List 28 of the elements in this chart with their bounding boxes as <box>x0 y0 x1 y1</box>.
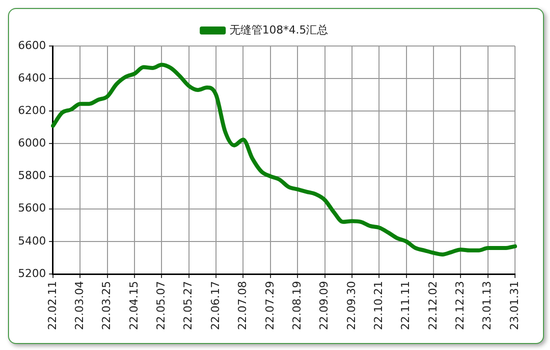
x-tick-label: 22.12.23 <box>454 281 467 330</box>
y-tick-label: 5800 <box>18 169 46 182</box>
x-tick-label: 23.01.13 <box>480 281 494 330</box>
y-tick-label: 5600 <box>18 202 46 215</box>
y-tick-label: 5200 <box>18 266 46 280</box>
x-tick-label: 22.07.29 <box>263 281 276 330</box>
x-tick-label: 22.07.08 <box>236 281 250 330</box>
x-tick-label: 22.06.17 <box>208 281 222 330</box>
x-tick-label: 22.04.15 <box>127 281 140 330</box>
x-tick-label: 22.03.25 <box>100 281 114 330</box>
x-tick-label: 22.11.11 <box>399 281 412 330</box>
y-tick-label: 5400 <box>18 234 46 248</box>
y-tick-label: 6200 <box>18 104 46 118</box>
y-tick-label: 6000 <box>18 136 46 150</box>
x-tick-label: 22.10.21 <box>372 281 385 330</box>
x-tick-label: 22.05.27 <box>182 281 195 330</box>
x-tick-label: 22.09.09 <box>318 281 331 330</box>
x-tick-label: 22.12.02 <box>426 281 440 330</box>
x-tick-label: 22.05.07 <box>154 281 168 330</box>
y-tick-label: 6400 <box>18 71 46 84</box>
x-tick-label: 22.03.04 <box>73 281 86 330</box>
x-tick-label: 22.08.19 <box>290 281 304 330</box>
x-tick-label: 23.01.31 <box>508 281 521 330</box>
x-tick-label: 22.09.30 <box>344 281 358 330</box>
x-tick-label: 22.02.11 <box>46 281 59 330</box>
line-series <box>50 62 517 256</box>
legend-label: 无缝管108*4.5汇总 <box>229 23 328 36</box>
y-tick-label: 6600 <box>18 38 46 52</box>
